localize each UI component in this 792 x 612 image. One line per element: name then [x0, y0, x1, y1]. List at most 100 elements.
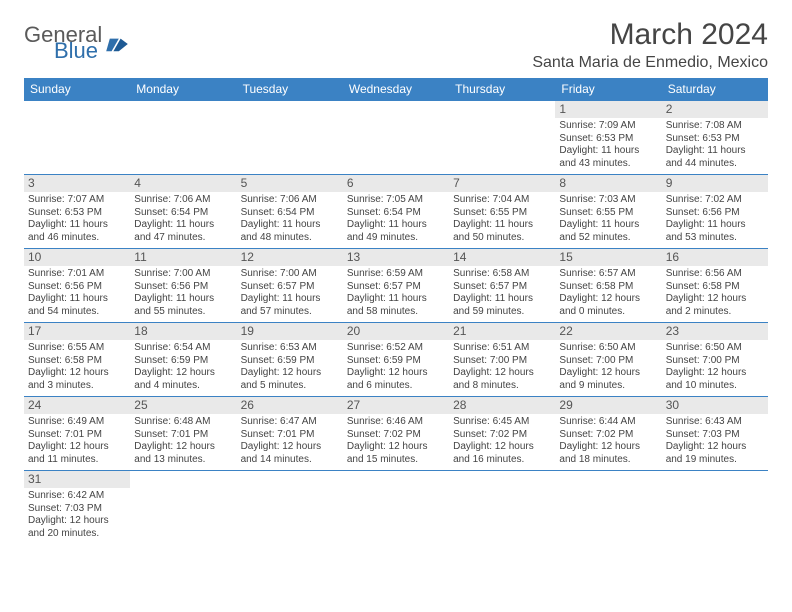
day-header: Tuesday [237, 78, 343, 101]
cell-text: and 54 minutes. [28, 306, 126, 319]
cell-text: Daylight: 12 hours [347, 441, 445, 454]
cell-text: and 59 minutes. [453, 306, 551, 319]
day-number: 9 [662, 175, 768, 192]
calendar-cell: 29Sunrise: 6:44 AMSunset: 7:02 PMDayligh… [555, 397, 661, 471]
day-header: Sunday [24, 78, 130, 101]
cell-text: and 2 minutes. [666, 306, 764, 319]
calendar-cell: 3Sunrise: 7:07 AMSunset: 6:53 PMDaylight… [24, 175, 130, 249]
day-number: 12 [237, 249, 343, 266]
day-number: 5 [237, 175, 343, 192]
calendar-cell: 4Sunrise: 7:06 AMSunset: 6:54 PMDaylight… [130, 175, 236, 249]
day-number: 17 [24, 323, 130, 340]
cell-text: and 6 minutes. [347, 380, 445, 393]
cell-text: and 16 minutes. [453, 454, 551, 467]
cell-text: and 44 minutes. [666, 158, 764, 171]
calendar-cell: 20 Sunrise: 6:52 AMSunset: 6:59 PMDayligh… [343, 323, 449, 397]
cell-text: Daylight: 12 hours [241, 441, 339, 454]
day-number: 30 [662, 397, 768, 414]
calendar-cell [449, 471, 555, 549]
day-number: 8 [555, 175, 661, 192]
cell-text: Sunset: 6:57 PM [453, 281, 551, 294]
calendar-cell: 25Sunrise: 6:48 AMSunset: 7:01 PMDayligh… [130, 397, 236, 471]
calendar-cell: 31Sunrise: 6:42 AMSunset: 7:03 PMDayligh… [24, 471, 130, 549]
calendar-cell: 18Sunrise: 6:54 AMSunset: 6:59 PMDayligh… [130, 323, 236, 397]
calendar-cell: 10Sunrise: 7:01 AMSunset: 6:56 PMDayligh… [24, 249, 130, 323]
cell-text: Sunrise: 7:05 AM [347, 194, 445, 207]
day-header: Monday [130, 78, 236, 101]
cell-text: Sunset: 7:02 PM [559, 429, 657, 442]
calendar-cell [343, 471, 449, 549]
cell-text: Sunrise: 6:51 AM [453, 342, 551, 355]
cell-text: Sunset: 7:03 PM [666, 429, 764, 442]
brand-logo: General Blue [24, 24, 128, 62]
cell-text: Daylight: 12 hours [134, 367, 232, 380]
cell-text: and 50 minutes. [453, 232, 551, 245]
calendar-cell: 21Sunrise: 6:51 AMSunset: 7:00 PMDayligh… [449, 323, 555, 397]
calendar-cell: 23Sunrise: 6:50 AMSunset: 7:00 PMDayligh… [662, 323, 768, 397]
day-number: 3 [24, 175, 130, 192]
cell-text: Daylight: 11 hours [134, 219, 232, 232]
calendar-cell: 2Sunrise: 7:08 AMSunset: 6:53 PMDaylight… [662, 101, 768, 175]
cell-text: Daylight: 11 hours [28, 293, 126, 306]
day-number: 7 [449, 175, 555, 192]
cell-text: Daylight: 11 hours [559, 145, 657, 158]
cell-text: Daylight: 12 hours [559, 441, 657, 454]
cell-text: Sunrise: 7:07 AM [28, 194, 126, 207]
cell-text: Daylight: 11 hours [347, 293, 445, 306]
cell-text: Sunset: 7:02 PM [347, 429, 445, 442]
cell-text: Daylight: 11 hours [559, 219, 657, 232]
calendar-cell: 24Sunrise: 6:49 AMSunset: 7:01 PMDayligh… [24, 397, 130, 471]
calendar-cell: 1Sunrise: 7:09 AMSunset: 6:53 PMDaylight… [555, 101, 661, 175]
cell-text: and 52 minutes. [559, 232, 657, 245]
calendar-cell: 12Sunrise: 7:00 AMSunset: 6:57 PMDayligh… [237, 249, 343, 323]
cell-text: and 3 minutes. [28, 380, 126, 393]
cell-text: and 11 minutes. [28, 454, 126, 467]
cell-text: and 4 minutes. [134, 380, 232, 393]
calendar-cell: 5Sunrise: 7:06 AMSunset: 6:54 PMDaylight… [237, 175, 343, 249]
cell-text: and 48 minutes. [241, 232, 339, 245]
day-number: 4 [130, 175, 236, 192]
cell-text: Sunset: 6:59 PM [241, 355, 339, 368]
calendar-cell [24, 101, 130, 175]
cell-text: Sunset: 6:54 PM [134, 207, 232, 220]
cell-text: Sunrise: 6:50 AM [666, 342, 764, 355]
calendar-week: 1Sunrise: 7:09 AMSunset: 6:53 PMDaylight… [24, 101, 768, 175]
day-number: 16 [662, 249, 768, 266]
cell-text: Sunrise: 6:52 AM [347, 342, 445, 355]
day-number: 10 [24, 249, 130, 266]
cell-text: Sunset: 6:59 PM [134, 355, 232, 368]
cell-text: Sunrise: 7:04 AM [453, 194, 551, 207]
cell-text: Sunrise: 6:54 AM [134, 342, 232, 355]
day-number: 2 [662, 101, 768, 118]
cell-text: Sunset: 6:59 PM [347, 355, 445, 368]
cell-text: Daylight: 11 hours [666, 219, 764, 232]
calendar-week: 17Sunrise: 6:55 AMSunset: 6:58 PMDayligh… [24, 323, 768, 397]
cell-text: Sunset: 6:55 PM [559, 207, 657, 220]
cell-text: and 58 minutes. [347, 306, 445, 319]
cell-text: Daylight: 11 hours [453, 219, 551, 232]
location-label: Santa Maria de Enmedio, Mexico [532, 54, 768, 72]
cell-text: Sunrise: 7:09 AM [559, 120, 657, 133]
cell-text: Sunrise: 6:56 AM [666, 268, 764, 281]
cell-text: Sunset: 7:00 PM [453, 355, 551, 368]
cell-text: Sunset: 6:53 PM [28, 207, 126, 220]
cell-text: Daylight: 12 hours [28, 515, 126, 528]
calendar-cell: 22Sunrise: 6:50 AMSunset: 7:00 PMDayligh… [555, 323, 661, 397]
cell-text: and 5 minutes. [241, 380, 339, 393]
cell-text: Sunset: 7:02 PM [453, 429, 551, 442]
cell-text: and 47 minutes. [134, 232, 232, 245]
day-number: 24 [24, 397, 130, 414]
cell-text: Sunset: 6:58 PM [559, 281, 657, 294]
cell-text: and 20 minutes. [28, 528, 126, 541]
calendar-cell: 13Sunrise: 6:59 AMSunset: 6:57 PMDayligh… [343, 249, 449, 323]
cell-text: Daylight: 12 hours [347, 367, 445, 380]
calendar-cell: 9Sunrise: 7:02 AMSunset: 6:56 PMDaylight… [662, 175, 768, 249]
day-number: 29 [555, 397, 661, 414]
calendar-cell: 11Sunrise: 7:00 AMSunset: 6:56 PMDayligh… [130, 249, 236, 323]
cell-text: Sunrise: 6:57 AM [559, 268, 657, 281]
cell-text: Daylight: 12 hours [134, 441, 232, 454]
cell-text: Sunrise: 6:59 AM [347, 268, 445, 281]
calendar-week: 31Sunrise: 6:42 AMSunset: 7:03 PMDayligh… [24, 471, 768, 549]
calendar-cell: 8Sunrise: 7:03 AMSunset: 6:55 PMDaylight… [555, 175, 661, 249]
day-number: 20 [343, 323, 449, 340]
